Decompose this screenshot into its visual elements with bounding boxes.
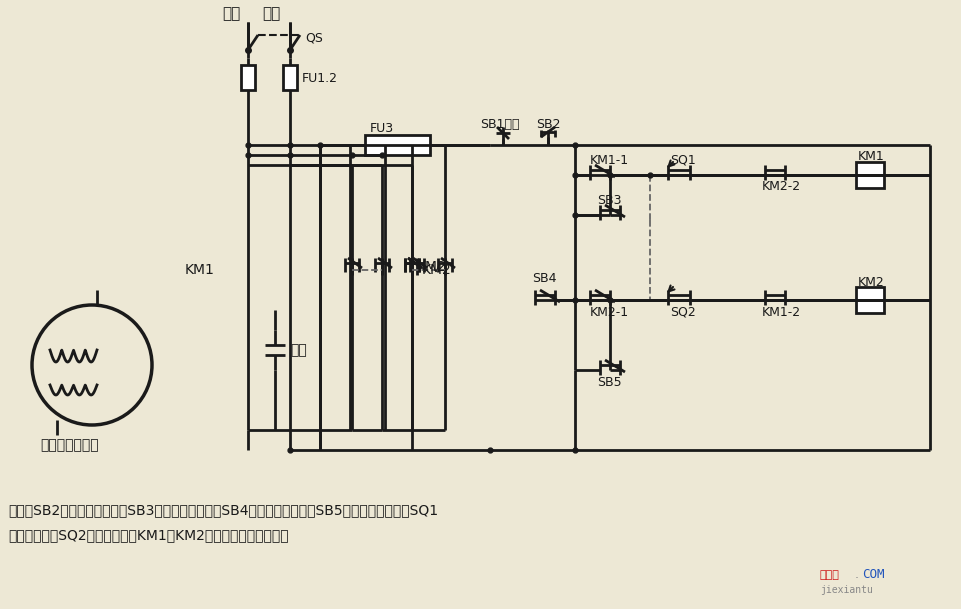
Text: 为最高限位，SQ2为最低限位。KM1、KM2可用中间继电器代替。: 为最高限位，SQ2为最低限位。KM1、KM2可用中间继电器代替。 <box>8 528 288 542</box>
Text: KM1-1: KM1-1 <box>589 153 628 166</box>
Text: 接线图: 接线图 <box>819 570 839 580</box>
Text: KM1: KM1 <box>185 263 214 277</box>
Text: KM2: KM2 <box>416 260 446 274</box>
Text: KM2: KM2 <box>857 275 884 289</box>
Text: jiexiantu: jiexiantu <box>819 585 872 595</box>
Bar <box>283 65 297 90</box>
Text: 火线: 火线 <box>222 7 240 21</box>
Text: SB1停止: SB1停止 <box>480 119 519 132</box>
Text: SQ1: SQ1 <box>669 153 695 166</box>
Bar <box>855 287 883 313</box>
Text: SB3: SB3 <box>597 194 621 208</box>
Text: SQ2: SQ2 <box>669 306 695 319</box>
Text: COM: COM <box>861 568 883 582</box>
Bar <box>364 135 430 155</box>
Text: KM1: KM1 <box>857 150 884 163</box>
Text: QS: QS <box>305 32 323 44</box>
Text: 说明：SB2为上升启动按钮，SB3为上升点动按钮，SB4为下降启动按钮，SB5为下降点动按钮；SQ1: 说明：SB2为上升启动按钮，SB3为上升点动按钮，SB4为下降启动按钮，SB5为… <box>8 503 437 517</box>
Text: KM2: KM2 <box>422 263 452 277</box>
Text: SB4: SB4 <box>531 272 555 284</box>
Text: FU1.2: FU1.2 <box>302 71 337 85</box>
Text: 单相电容电动机: 单相电容电动机 <box>40 438 99 452</box>
Text: KM1-2: KM1-2 <box>761 306 801 319</box>
Text: SB2: SB2 <box>535 119 560 132</box>
Text: KM2-1: KM2-1 <box>589 306 628 319</box>
Text: KM2-2: KM2-2 <box>761 180 801 194</box>
Bar <box>241 65 255 90</box>
Text: SB5: SB5 <box>597 376 621 389</box>
Text: .: . <box>854 568 858 582</box>
Text: 电容: 电容 <box>289 343 307 357</box>
Bar <box>855 162 883 188</box>
Text: 零线: 零线 <box>261 7 280 21</box>
Text: FU3: FU3 <box>370 122 394 135</box>
